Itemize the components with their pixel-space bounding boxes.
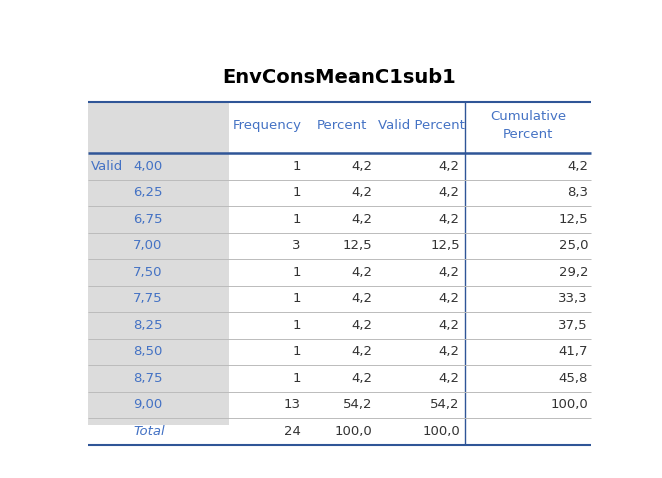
Text: 25,0: 25,0	[559, 239, 588, 252]
Text: 1: 1	[293, 345, 301, 358]
Text: 12,5: 12,5	[343, 239, 373, 252]
Text: Valid: Valid	[91, 160, 122, 173]
Text: Valid Percent: Valid Percent	[378, 119, 465, 132]
Text: 29,2: 29,2	[559, 266, 588, 279]
Text: 6,25: 6,25	[133, 186, 163, 199]
Text: 1: 1	[293, 293, 301, 305]
Text: 4,2: 4,2	[567, 160, 588, 173]
Text: 4,2: 4,2	[439, 266, 460, 279]
Text: 4,2: 4,2	[352, 293, 373, 305]
Text: 1: 1	[293, 213, 301, 226]
Text: 4,2: 4,2	[439, 345, 460, 358]
Text: 4,2: 4,2	[352, 345, 373, 358]
Text: 4,2: 4,2	[352, 372, 373, 385]
Text: 24: 24	[284, 425, 301, 438]
Text: Total: Total	[133, 425, 165, 438]
Text: 45,8: 45,8	[559, 372, 588, 385]
Text: 1: 1	[293, 186, 301, 199]
Text: 4,2: 4,2	[439, 319, 460, 332]
Text: 4,2: 4,2	[439, 160, 460, 173]
Text: 4,2: 4,2	[352, 160, 373, 173]
Text: 4,2: 4,2	[439, 186, 460, 199]
Text: 8,3: 8,3	[567, 186, 588, 199]
Text: 41,7: 41,7	[559, 345, 588, 358]
Text: 100,0: 100,0	[550, 398, 588, 411]
Text: 4,2: 4,2	[352, 319, 373, 332]
Text: 8,50: 8,50	[133, 345, 162, 358]
Text: 7,50: 7,50	[133, 266, 163, 279]
Text: 8,75: 8,75	[133, 372, 163, 385]
Text: 1: 1	[293, 372, 301, 385]
Text: 4,2: 4,2	[352, 266, 373, 279]
Text: 33,3: 33,3	[559, 293, 588, 305]
Text: 4,00: 4,00	[133, 160, 162, 173]
Text: 37,5: 37,5	[559, 319, 588, 332]
Text: 4,2: 4,2	[439, 372, 460, 385]
Text: Cumulative
Percent: Cumulative Percent	[490, 110, 566, 141]
Text: 8,25: 8,25	[133, 319, 163, 332]
Text: 6,75: 6,75	[133, 213, 163, 226]
Text: 3: 3	[293, 239, 301, 252]
Text: Frequency: Frequency	[233, 119, 302, 132]
Text: 54,2: 54,2	[430, 398, 460, 411]
Text: 12,5: 12,5	[559, 213, 588, 226]
Text: 12,5: 12,5	[430, 239, 460, 252]
Text: 54,2: 54,2	[343, 398, 373, 411]
Text: 4,2: 4,2	[352, 186, 373, 199]
Text: Percent: Percent	[316, 119, 367, 132]
Text: 1: 1	[293, 266, 301, 279]
Text: 4,2: 4,2	[439, 213, 460, 226]
Text: 7,75: 7,75	[133, 293, 163, 305]
Text: 4,2: 4,2	[439, 293, 460, 305]
Text: EnvConsMeanC1sub1: EnvConsMeanC1sub1	[222, 68, 456, 87]
Text: 100,0: 100,0	[422, 425, 460, 438]
Text: 100,0: 100,0	[335, 425, 373, 438]
Text: 1: 1	[293, 319, 301, 332]
Text: 13: 13	[284, 398, 301, 411]
Text: 7,00: 7,00	[133, 239, 162, 252]
Text: 1: 1	[293, 160, 301, 173]
Text: 4,2: 4,2	[352, 213, 373, 226]
Text: 9,00: 9,00	[133, 398, 162, 411]
